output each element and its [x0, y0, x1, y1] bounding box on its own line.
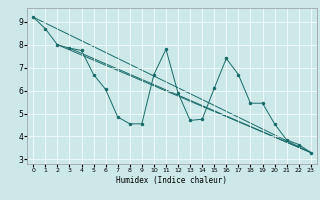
- X-axis label: Humidex (Indice chaleur): Humidex (Indice chaleur): [116, 176, 228, 185]
